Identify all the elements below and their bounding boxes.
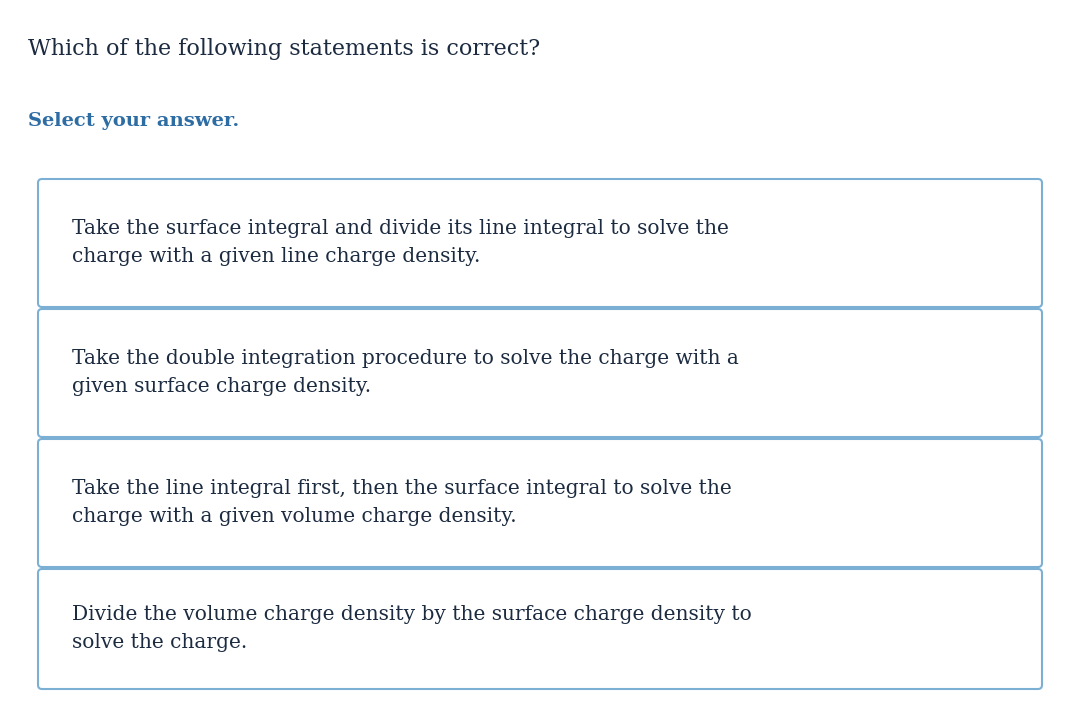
FancyBboxPatch shape — [38, 179, 1042, 307]
Text: Divide the volume charge density by the surface charge density to
solve the char: Divide the volume charge density by the … — [72, 605, 751, 653]
Text: Select your answer.: Select your answer. — [28, 112, 239, 130]
Text: Take the line integral first, then the surface integral to solve the
charge with: Take the line integral first, then the s… — [72, 479, 732, 527]
FancyBboxPatch shape — [38, 309, 1042, 437]
Text: Take the double integration procedure to solve the charge with a
given surface c: Take the double integration procedure to… — [72, 349, 738, 397]
FancyBboxPatch shape — [38, 439, 1042, 567]
Text: Take the surface integral and divide its line integral to solve the
charge with : Take the surface integral and divide its… — [72, 219, 729, 267]
FancyBboxPatch shape — [38, 569, 1042, 689]
Text: Which of the following statements is correct?: Which of the following statements is cor… — [28, 38, 540, 60]
